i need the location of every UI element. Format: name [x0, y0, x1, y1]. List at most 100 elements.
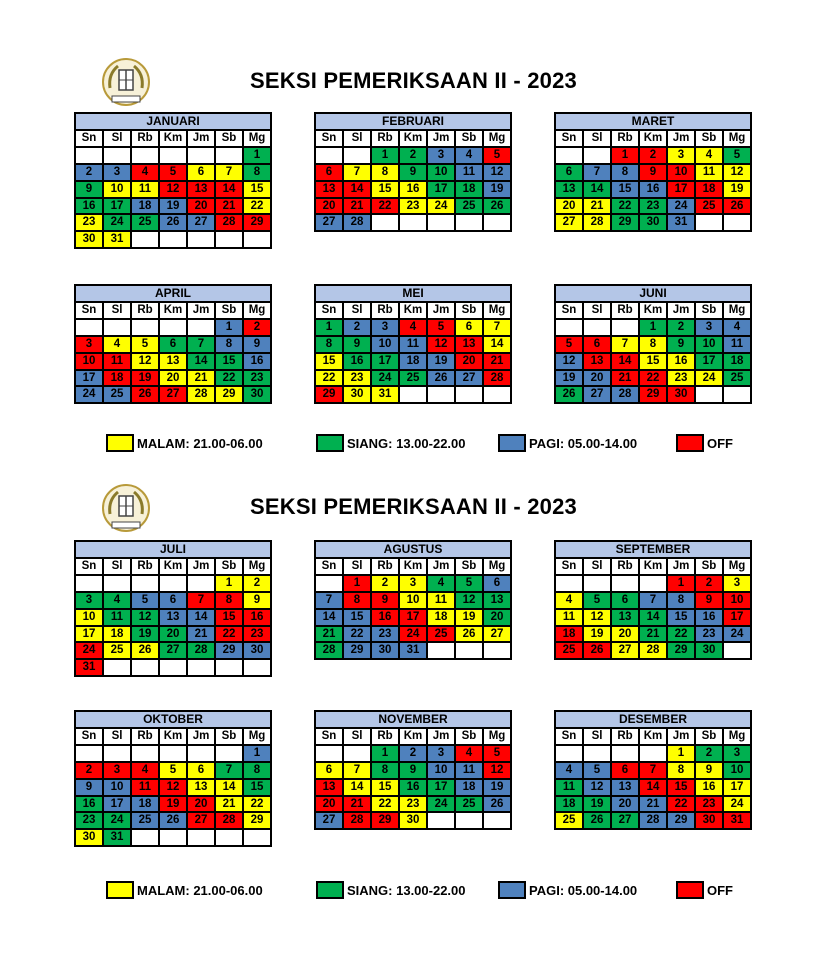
day-cell: 16: [342, 351, 372, 371]
month-table: MARET Sn Sl Rb Km Jm Sb Mg 1 2 3 4 5 6 7 8 9 10 11 12 13 14 15…: [554, 112, 752, 233]
day-cell: 19: [158, 794, 188, 814]
week-row: 9 10 11 12 13 14 15: [74, 777, 272, 797]
day-cell: 13: [554, 179, 584, 199]
weekday-label: Mg: [242, 128, 272, 148]
day-cell: 6: [314, 760, 344, 780]
empty-day-cell: [242, 828, 272, 848]
week-row: 12 13 14 15 16 17 18: [554, 351, 752, 371]
day-cell: 18: [454, 179, 484, 199]
weekday-label: Sb: [454, 300, 484, 320]
day-cell: 24: [398, 624, 428, 644]
weekday-label: Km: [398, 128, 428, 148]
day-cell: 30: [694, 811, 724, 831]
empty-day-cell: [186, 230, 216, 250]
week-row: 20 21 22 23 24 25 26: [314, 794, 512, 814]
day-cell: 20: [554, 196, 584, 216]
day-cell: 20: [454, 351, 484, 371]
weekday-label: Rb: [610, 300, 640, 320]
empty-day-cell: [102, 317, 132, 337]
empty-day-cell: [722, 641, 752, 661]
empty-day-cell: [398, 213, 428, 233]
day-cell: 31: [74, 658, 104, 678]
week-row: 10 11 12 13 14 15 16: [74, 351, 272, 371]
day-cell: 5: [130, 590, 160, 610]
day-cell: 2: [398, 743, 428, 763]
day-cell: 18: [398, 351, 428, 371]
legend-label: PAGI: 05.00-14.00: [529, 882, 638, 898]
weekday-label: Sl: [582, 556, 612, 576]
day-cell: 4: [454, 743, 484, 763]
day-cell: 2: [370, 573, 400, 593]
week-row: 27 28: [314, 213, 512, 233]
weekday-label: Rb: [130, 300, 160, 320]
empty-day-cell: [214, 743, 244, 763]
day-cell: 12: [426, 334, 456, 354]
weekday-label: Sb: [454, 556, 484, 576]
day-cell: 17: [722, 607, 752, 627]
day-cell: 13: [186, 777, 216, 797]
day-cell: 10: [722, 590, 752, 610]
empty-day-cell: [158, 145, 188, 165]
day-cell: 29: [214, 641, 244, 661]
week-row: 25 26 27 28 29 30 31: [554, 811, 752, 831]
day-cell: 12: [722, 162, 752, 182]
day-cell: 8: [214, 334, 244, 354]
customs-emblem-logo: [100, 482, 152, 534]
legend-label: OFF: [707, 882, 733, 898]
weekday-label: Rb: [130, 556, 160, 576]
month-table: JUNI Sn Sl Rb Km Jm Sb Mg 1 2 3 4 5 6 7 8 9 10 11 12 13 14 15 1…: [554, 284, 752, 405]
legend-label: MALAM: 21.00-06.00: [137, 435, 263, 451]
empty-day-cell: [554, 573, 584, 593]
day-cell: 9: [370, 590, 400, 610]
empty-day-cell: [214, 828, 244, 848]
day-cell: 3: [694, 317, 724, 337]
day-cell: 7: [186, 590, 216, 610]
day-cell: 26: [158, 213, 188, 233]
month-table: JANUARI Sn Sl Rb Km Jm Sb Mg 1 2 3 4 5 6 7 8 9 10 11 12 13 14…: [74, 112, 272, 250]
empty-day-cell: [314, 573, 344, 593]
month-name: JANUARI: [74, 112, 272, 131]
day-cell: 5: [482, 743, 512, 763]
weekday-label: Rb: [610, 556, 640, 576]
day-cell: 30: [74, 828, 104, 848]
month-calendar-september: SEPTEMBER Sn Sl Rb Km Jm Sb Mg 1 2 3 4 5 6 7 8 9 10 11 12 13…: [554, 540, 752, 661]
day-cell: 5: [426, 317, 456, 337]
day-cell: 23: [638, 196, 668, 216]
weekday-label: Sl: [342, 556, 372, 576]
weekday-label: Sn: [74, 300, 104, 320]
week-row: 7 8 9 10 11 12 13: [314, 590, 512, 610]
day-cell: 28: [342, 811, 372, 831]
empty-day-cell: [214, 658, 244, 678]
day-cell: 19: [482, 777, 512, 797]
weekday-label: Jm: [186, 726, 216, 746]
weekday-label: Km: [158, 726, 188, 746]
day-cell: 5: [482, 145, 512, 165]
month-table: SEPTEMBER Sn Sl Rb Km Jm Sb Mg 1 2 3 4 5 6 7 8 9 10 11 12 13…: [554, 540, 752, 661]
day-cell: 29: [370, 811, 400, 831]
empty-day-cell: [554, 145, 584, 165]
empty-day-cell: [214, 145, 244, 165]
day-cell: 31: [398, 641, 428, 661]
empty-day-cell: [582, 145, 612, 165]
empty-day-cell: [186, 573, 216, 593]
weekday-label: Km: [158, 300, 188, 320]
day-cell: 28: [582, 213, 612, 233]
day-cell: 24: [666, 196, 696, 216]
day-cell: 16: [666, 351, 696, 371]
empty-day-cell: [186, 828, 216, 848]
month-name: NOVEMBER: [314, 710, 512, 729]
shift-legend: MALAM: 21.00-06.00 SIANG: 13.00-22.00 PA…: [0, 879, 830, 901]
day-cell: 3: [666, 145, 696, 165]
weekday-label: Mg: [482, 726, 512, 746]
day-cell: 30: [242, 385, 272, 405]
day-cell: 8: [342, 590, 372, 610]
day-cell: 4: [554, 760, 584, 780]
empty-day-cell: [186, 743, 216, 763]
empty-day-cell: [638, 743, 668, 763]
emblem-icon: [102, 484, 150, 532]
month-name: MARET: [554, 112, 752, 131]
day-cell: 28: [342, 213, 372, 233]
day-cell: 22: [638, 368, 668, 388]
